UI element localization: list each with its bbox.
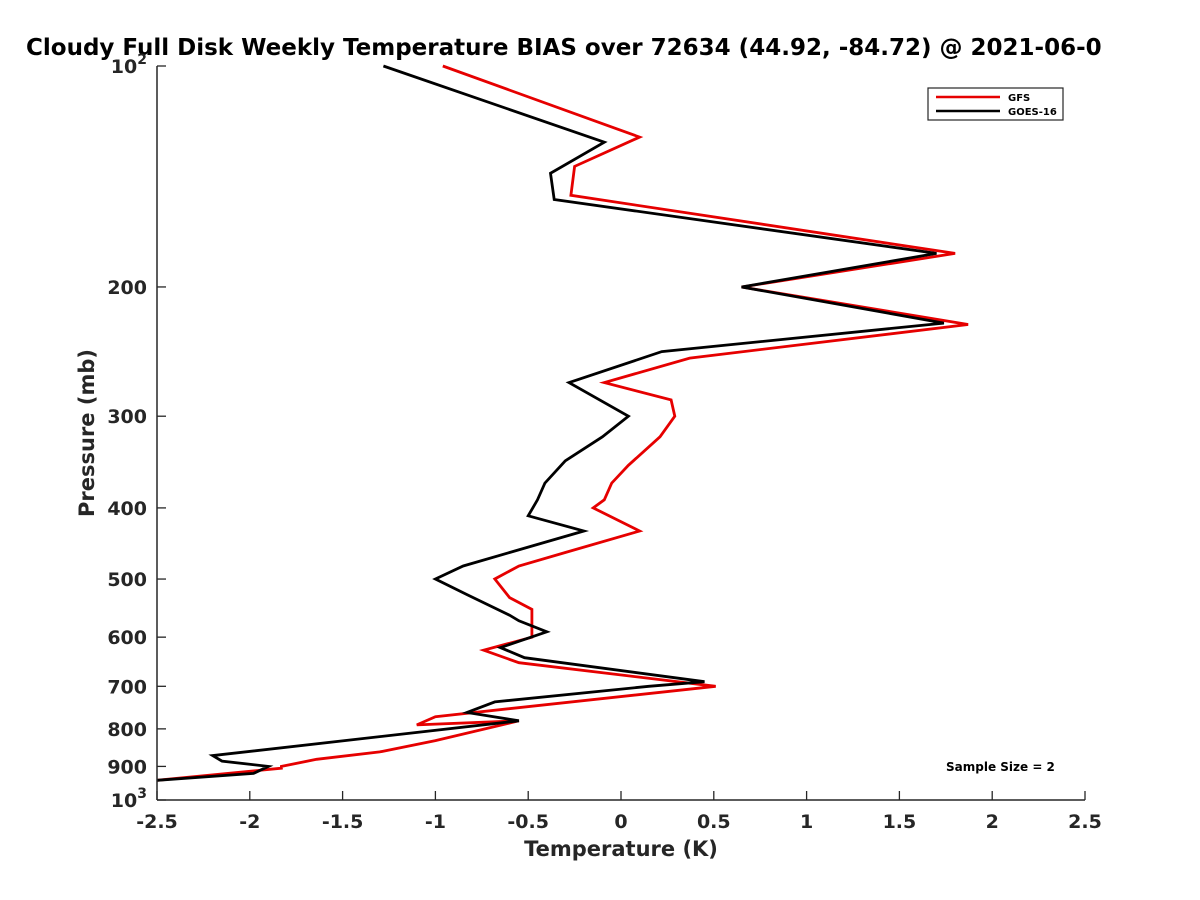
x-tick-label: -2 <box>239 811 260 833</box>
legend-label: GOES-16 <box>1008 107 1057 118</box>
x-tick-label: 1 <box>800 811 813 833</box>
x-tick-label: 2 <box>986 811 999 833</box>
chart-title: Cloudy Full Disk Weekly Temperature BIAS… <box>26 35 1102 61</box>
x-tick-label: 1.5 <box>883 811 917 833</box>
y-tick-label: 102 <box>111 52 147 78</box>
y-tick-label: 200 <box>107 277 147 299</box>
y-tick-label: 400 <box>107 498 147 520</box>
y-tick-label: 600 <box>107 627 147 649</box>
x-tick-label: -1.5 <box>322 811 364 833</box>
y-tick-label: 900 <box>107 756 147 778</box>
y-axis-label: Pressure (mb) <box>75 349 99 517</box>
x-tick-label: -1 <box>425 811 446 833</box>
chart-legend: GFS GOES-16 <box>927 87 1064 121</box>
x-tick-label: 2.5 <box>1068 811 1102 833</box>
y-tick-label: 700 <box>107 676 147 698</box>
x-axis-label: Temperature (K) <box>524 837 718 861</box>
sample-size-annotation: Sample Size = 2 <box>946 760 1055 774</box>
x-tick-label: -0.5 <box>507 811 549 833</box>
y-tick-label: 103 <box>111 786 147 812</box>
y-tick-label: 500 <box>107 569 147 591</box>
series-layer <box>156 64 969 782</box>
x-tick-label: 0 <box>614 811 627 833</box>
series-line-goes-16 <box>156 64 945 782</box>
y-tick-label: 300 <box>107 406 147 428</box>
legend-label: GFS <box>1008 93 1030 104</box>
legend-box <box>927 87 1064 121</box>
x-tick-label: -2.5 <box>136 811 178 833</box>
ticks-layer: -2.5 -2 -1.5 -1 -0.5 0 0.5 1 1.5 2 2.5 102 200 300 400… <box>107 52 1102 833</box>
x-tick-label: 0.5 <box>697 811 731 833</box>
series-line-gfs <box>156 64 969 782</box>
y-tick-label: 800 <box>107 719 147 741</box>
